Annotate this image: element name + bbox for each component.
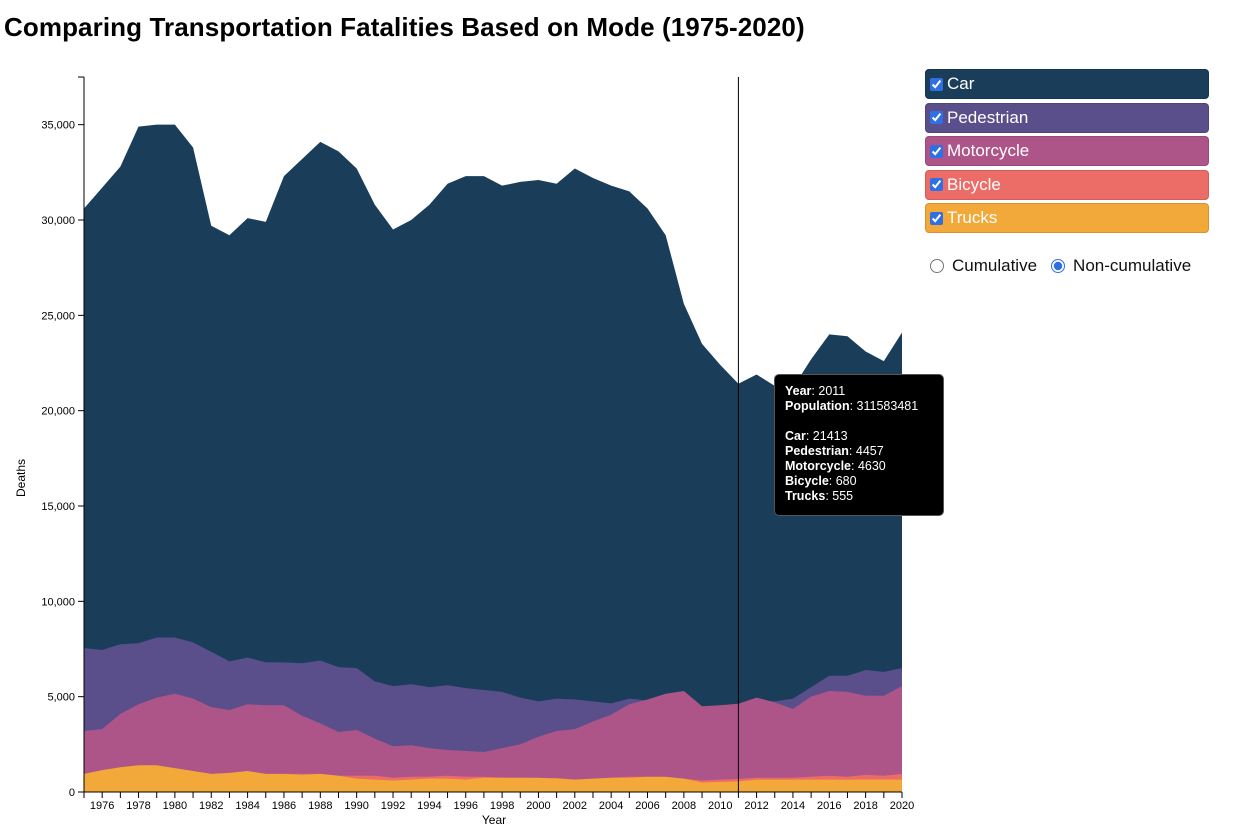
x-tick-label: 1978	[126, 800, 150, 812]
x-tick-label: 2014	[781, 800, 805, 812]
legend-item-trucks[interactable]: Trucks	[925, 203, 1209, 234]
x-tick-label: 1976	[90, 800, 114, 812]
non-cumulative-label: Non-cumulative	[1073, 256, 1192, 275]
x-tick-label: 2020	[890, 800, 914, 812]
x-tick-label: 1980	[163, 800, 187, 812]
area-car[interactable]	[84, 124, 902, 793]
area-chart[interactable]: 0 5,000 10,000 15,000 20,000 25,000 30,000 35,0…	[0, 0, 915, 840]
tooltip-population-row: Population: 311583481	[785, 399, 919, 413]
y-tick-label: 5,000	[47, 692, 75, 704]
cumulative-radio[interactable]	[930, 259, 944, 273]
legend-label: Pedestrian	[947, 107, 1029, 127]
y-tick-label: 15,000	[41, 501, 75, 513]
x-tick-label: 2002	[563, 800, 587, 812]
y-axis-label: Deaths	[14, 459, 28, 497]
legend-label: Motorcycle	[947, 141, 1030, 161]
hover-tooltip: Year: 2011 Population: 311583481 Car: 21…	[774, 374, 944, 516]
x-axis: 1976 1978 1980 1982 1984 1986 1988 1990 1992 1994…	[83, 791, 914, 812]
tooltip-motorcycle-row: Motorcycle: 4630	[785, 459, 886, 473]
y-tick-label: 10,000	[41, 596, 75, 608]
tooltip-pedestrian-row: Pedestrian: 4457	[785, 444, 884, 458]
area-trucks[interactable]	[84, 765, 902, 792]
tooltip-car-row: Car: 21413	[785, 429, 848, 443]
mode-toggle: Cumulative Non-cumulative	[928, 256, 1191, 276]
motorcycle-checkbox[interactable]	[930, 144, 943, 158]
cumulative-label: Cumulative	[952, 256, 1038, 275]
x-tick-label: 2004	[599, 800, 623, 812]
y-tick-label: 35,000	[41, 120, 75, 132]
legend-item-car[interactable]: Car	[925, 69, 1209, 99]
cumulative-option[interactable]: Cumulative	[928, 256, 1037, 276]
x-tick-label: 1998	[490, 800, 514, 812]
y-tick-label: 0	[69, 787, 75, 799]
page-title: Comparing Transportation Fatalities Base…	[4, 12, 805, 42]
legend-item-pedestrian[interactable]: Pedestrian	[925, 102, 1209, 133]
trucks-checkbox[interactable]	[930, 211, 943, 225]
x-tick-label: 1984	[235, 800, 259, 812]
legend-item-bicycle[interactable]: Bicycle	[925, 169, 1209, 200]
x-tick-label: 1986	[272, 800, 296, 812]
x-tick-label: 1988	[308, 800, 332, 812]
chart-areas	[84, 124, 902, 793]
legend-item-motorcycle[interactable]: Motorcycle	[925, 136, 1209, 167]
y-tick-label: 30,000	[41, 215, 75, 227]
car-checkbox[interactable]	[930, 77, 943, 91]
x-tick-label: 2006	[635, 800, 659, 812]
y-tick-label: 25,000	[41, 310, 75, 322]
y-axis: 0 5,000 10,000 15,000 20,000 25,000 30,000 35,0…	[41, 76, 85, 799]
area-motorcycle[interactable]	[84, 686, 902, 792]
x-tick-label: 2016	[817, 800, 841, 812]
legend-label: Trucks	[947, 208, 998, 228]
tooltip-trucks-row: Trucks: 555	[785, 489, 854, 503]
tooltip-bicycle-row: Bicycle: 680	[785, 474, 857, 488]
x-tick-label: 2010	[708, 800, 732, 812]
y-tick-label: 20,000	[41, 406, 75, 418]
x-tick-label: 2008	[672, 800, 696, 812]
x-tick-label: 1990	[344, 800, 368, 812]
legend-label: Car	[947, 74, 975, 93]
legend: Car Pedestrian Motorcycle Bicycle Trucks	[925, 69, 1209, 237]
x-tick-label: 1994	[417, 800, 441, 812]
non-cumulative-radio[interactable]	[1051, 259, 1066, 273]
x-tick-label: 2012	[744, 800, 768, 812]
bicycle-checkbox[interactable]	[930, 178, 943, 192]
x-axis-label: Year	[482, 813, 506, 827]
legend-label: Bicycle	[947, 174, 1001, 194]
x-tick-label: 1992	[381, 800, 405, 812]
non-cumulative-option[interactable]: Non-cumulative	[1049, 256, 1191, 276]
pedestrian-checkbox[interactable]	[930, 111, 943, 125]
tooltip-year-row: Year: 2011	[785, 384, 846, 398]
x-tick-label: 2000	[526, 800, 550, 812]
x-tick-label: 2018	[853, 800, 877, 812]
x-tick-label: 1982	[199, 800, 223, 812]
x-tick-label: 1996	[453, 800, 477, 812]
